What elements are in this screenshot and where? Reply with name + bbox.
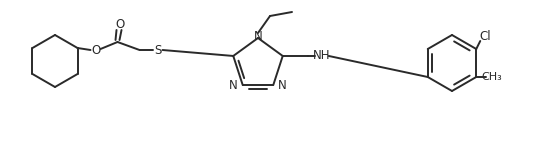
Text: O: O bbox=[91, 44, 100, 57]
Text: NH: NH bbox=[313, 49, 331, 62]
Text: CH₃: CH₃ bbox=[482, 72, 503, 82]
Text: O: O bbox=[115, 19, 124, 32]
Text: Cl: Cl bbox=[479, 31, 491, 44]
Text: N: N bbox=[254, 31, 262, 44]
Text: N: N bbox=[229, 79, 238, 92]
Text: S: S bbox=[154, 44, 161, 57]
Text: N: N bbox=[278, 79, 287, 92]
